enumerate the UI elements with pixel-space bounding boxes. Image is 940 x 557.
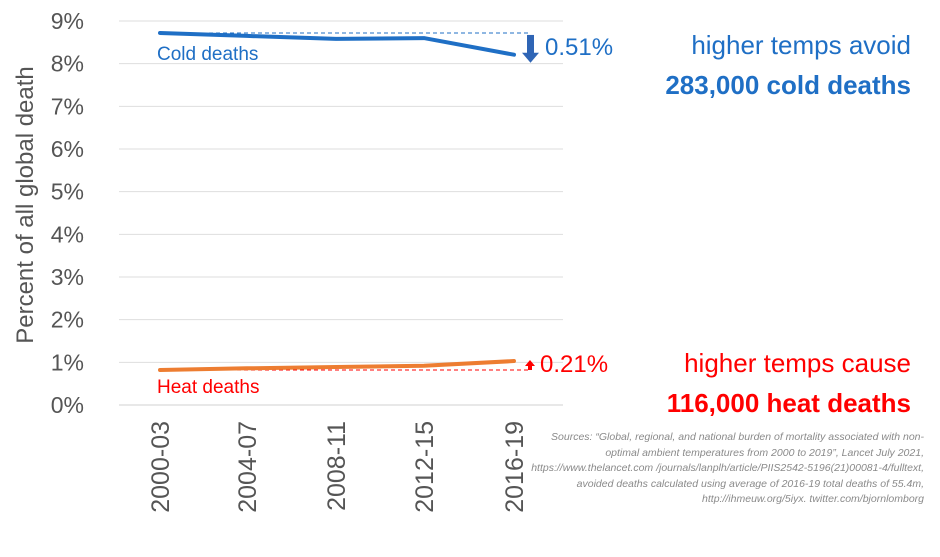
x-tick-label: 2016-19	[501, 421, 529, 513]
heat-annotation-line2: 116,000 heat deaths	[667, 388, 911, 418]
cold-annotation-line2: 283,000 cold deaths	[665, 70, 911, 100]
heat-deaths-line	[158, 359, 516, 373]
x-axis-ticks: 2000-03 2004-07 2008-11 2012-15 2016-19	[147, 421, 529, 513]
y-tick-label: 4%	[51, 221, 84, 247]
y-tick-label: 2%	[51, 307, 84, 333]
cold-change-value: 0.51%	[545, 34, 613, 61]
down-arrow-shaft	[527, 34, 534, 54]
up-arrow-icon	[525, 360, 535, 371]
x-tick-label: 2008-11	[323, 421, 351, 511]
x-tick-label: 2012-15	[411, 421, 439, 513]
sources-note: Sources: “Global, regional, and national…	[531, 431, 924, 505]
up-arrow-head	[525, 360, 535, 367]
reference-lines	[160, 32, 530, 371]
heat-change-value: 0.21%	[540, 351, 608, 378]
x-tick-label: 2004-07	[234, 421, 262, 513]
heat-annotation-line1: higher temps cause	[684, 348, 911, 378]
y-tick-label: 6%	[51, 136, 84, 162]
cold-deaths-label: Cold deaths	[157, 44, 258, 65]
gridlines	[119, 20, 563, 406]
y-tick-label: 1%	[51, 349, 84, 375]
y-axis-ticks: 0% 1% 2% 3% 4% 5% 6% 7% 8% 9%	[51, 8, 84, 418]
y-tick-label: 3%	[51, 264, 84, 290]
series-lines	[158, 30, 516, 373]
down-arrow-head	[522, 52, 539, 63]
y-tick-label: 7%	[51, 93, 84, 119]
y-tick-label: 8%	[51, 51, 84, 77]
heat-deaths-label: Heat deaths	[157, 377, 259, 398]
y-tick-label: 9%	[51, 8, 84, 34]
y-tick-label: 5%	[51, 179, 84, 205]
up-arrow-shaft	[528, 364, 532, 371]
x-tick-label: 2000-03	[147, 421, 175, 513]
y-tick-label: 0%	[51, 392, 84, 418]
down-arrow-icon	[522, 34, 539, 63]
y-axis-label: Percent of all global death	[12, 66, 39, 344]
cold-deaths-line	[158, 30, 516, 57]
cold-annotation-line1: higher temps avoid	[691, 30, 911, 60]
